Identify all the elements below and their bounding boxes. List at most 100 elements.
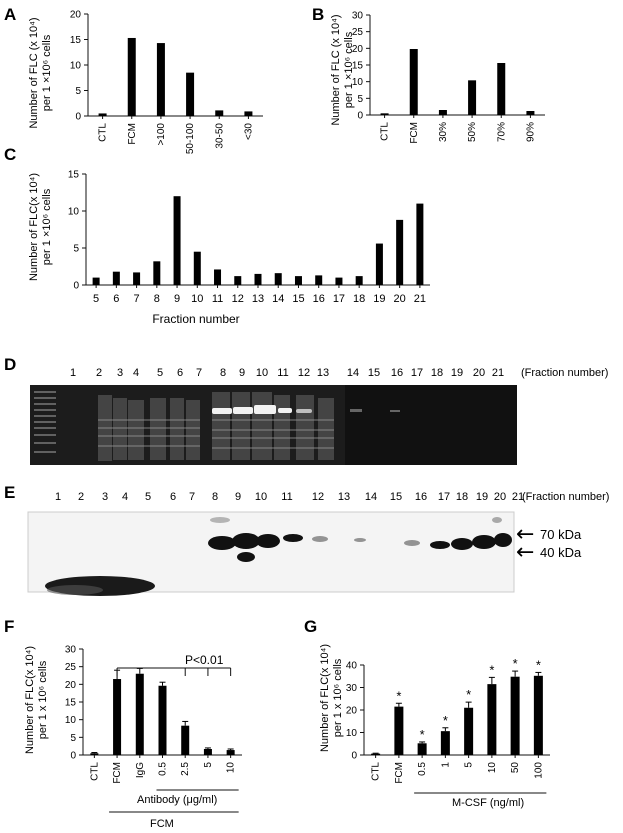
f-x-tick-label: CTL (89, 762, 100, 781)
c-bar (214, 269, 222, 285)
d-lane-number: 5 (157, 367, 163, 379)
g-bar (394, 706, 404, 755)
c-x-tick-label: 17 (333, 293, 345, 305)
a-y-tick-label: 15 (70, 35, 82, 46)
b-bar (526, 111, 535, 115)
g-bar (464, 707, 474, 755)
f-bar (90, 753, 99, 755)
d-lane-number: 7 (196, 367, 202, 379)
g-ylabel-line2: per 1 x 10⁶ cells (332, 658, 344, 737)
b-y-tick-label: 10 (352, 77, 364, 88)
e-lane-number: 13 (338, 491, 350, 503)
panel-letter-a: A (4, 5, 16, 24)
c-x-tick-label: 21 (414, 293, 426, 305)
a-y-tick-label: 0 (75, 112, 81, 123)
e-lane-number: 11 (281, 491, 292, 503)
e-lane-number: 9 (235, 491, 241, 503)
c-x-tick-label: 14 (272, 293, 284, 305)
g-y-tick-label: 0 (351, 751, 357, 762)
a-x-tick-label: 30-50 (214, 123, 225, 149)
c-x-tick-label: 12 (232, 293, 244, 305)
e-lane-number: 1 (55, 491, 61, 503)
a-bar (98, 113, 107, 116)
b-bar (438, 110, 447, 115)
g-x-tick-label: FCM (394, 762, 405, 784)
g-significance-star: * (536, 657, 541, 672)
f-bar (113, 679, 122, 755)
f-ylabel-line2: per 1 x 10⁶ cells (37, 660, 49, 739)
b-y-tick-label: 20 (352, 44, 364, 55)
c-x-tick-label: 9 (174, 293, 180, 305)
c-bar (92, 277, 100, 285)
d-lane-number: 16 (391, 367, 403, 379)
g-significance-star: * (489, 662, 494, 677)
f-x-tick-label: IgG (135, 762, 146, 778)
g-bar (417, 743, 427, 755)
f-y-tick-label: 30 (65, 645, 77, 656)
b-bar (468, 80, 477, 115)
c-x-tick-label: 7 (134, 293, 140, 305)
arrow-70-icon: ← (516, 522, 534, 547)
f-bar (181, 725, 190, 755)
g-significance-star: * (443, 713, 448, 728)
g-x-tick-label: 0.5 (417, 762, 428, 776)
d-lane-number: 4 (133, 367, 139, 379)
e-lane-number: 5 (145, 491, 151, 503)
f-bar (158, 685, 167, 755)
g-x-tick-label: 100 (533, 762, 544, 779)
g-bar (487, 684, 497, 755)
c-x-tick-label: 11 (212, 293, 223, 305)
e-lane-number: 15 (390, 491, 402, 503)
d-lane-number: 11 (277, 367, 288, 379)
b-ylabel-line1: Number of FLC (x 10⁴) (330, 14, 342, 125)
c-ylabel-line2: per 1 ×10⁶ cells (41, 188, 53, 265)
b-y-tick-label: 15 (352, 61, 364, 72)
b-bar (497, 63, 506, 115)
c-y-tick-label: 15 (68, 170, 80, 181)
a-x-tick-label: FCM (127, 123, 138, 145)
e-lane-number: 6 (170, 491, 176, 503)
b-x-tick-label: 70% (496, 122, 507, 142)
g-bar (533, 675, 543, 755)
c-x-tick-label: 10 (191, 293, 203, 305)
panel-letter-e: E (4, 483, 15, 502)
c-bar (315, 275, 323, 285)
b-y-tick-label: 5 (357, 94, 363, 105)
c-bar (133, 272, 141, 285)
marker-40kda: 40 kDa (540, 545, 582, 560)
a-bar (127, 37, 136, 116)
c-bar (193, 251, 201, 285)
blot-image-e (27, 511, 515, 596)
f-x-tick-label: FCM (112, 762, 123, 784)
a-y-tick-label: 10 (70, 61, 82, 72)
c-bar (234, 276, 242, 285)
b-bar (380, 113, 389, 115)
a-ylabel-line1: Number of FLC (x 10⁴) (28, 17, 40, 128)
b-bar (409, 49, 418, 115)
a-bar (244, 111, 253, 116)
c-y-tick-label: 0 (73, 281, 79, 292)
c-xlabel: Fraction number (152, 312, 239, 326)
g-x-tick-label: 10 (487, 762, 498, 774)
a-x-tick-label: <30 (243, 123, 254, 140)
panel-letter-d: D (4, 355, 16, 374)
g-significance-star: * (396, 688, 401, 703)
c-bar (396, 219, 404, 285)
c-bar (416, 203, 424, 285)
c-ylabel-line1: Number of FLC(x 10⁴) (28, 173, 40, 281)
e-lane-number: 8 (212, 491, 218, 503)
f-x-tick-label: 10 (226, 762, 237, 774)
c-y-tick-label: 10 (68, 207, 80, 218)
a-bar (156, 43, 165, 116)
e-lane-number: 18 (456, 491, 468, 503)
c-bar (173, 196, 181, 285)
d-lane-number: 3 (117, 367, 123, 379)
e-lane-number: 21 (512, 491, 524, 503)
b-x-tick-label: FCM (409, 122, 420, 144)
f-y-tick-label: 20 (65, 680, 77, 691)
c-x-tick-label: 13 (252, 293, 264, 305)
g-significance-star: * (420, 727, 425, 742)
e-lane-suffix: (Fraction number) (522, 491, 609, 503)
c-x-tick-label: 20 (394, 293, 406, 305)
f-bar (203, 748, 212, 755)
